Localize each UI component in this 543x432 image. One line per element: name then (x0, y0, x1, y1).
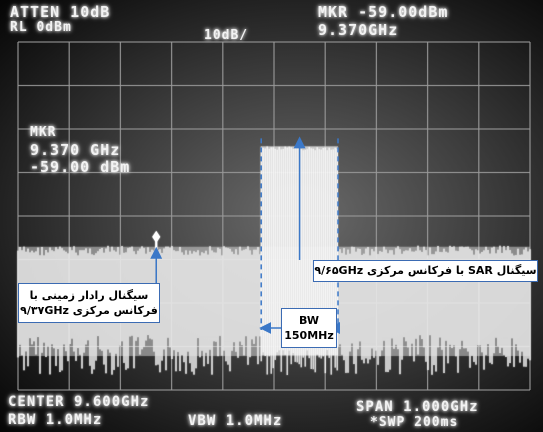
ground-radar-callout: سیگنال رادار زمینی با فرکانس مرکزی ۹/۳۷G… (18, 283, 160, 323)
marker-readout-level: -59.00 dBm (30, 158, 131, 176)
ground-radar-callout-line1: سیگنال رادار زمینی با (29, 289, 149, 302)
bandwidth-callout: BW 150MHz (281, 308, 337, 348)
atten-readout: ATTEN 10dB (10, 3, 111, 21)
vbw-readout: VBW 1.0MHz (188, 413, 283, 429)
marker-readout-freq: 9.370 GHz (30, 141, 121, 159)
ground-radar-callout-line2: فرکانس مرکزی ۹/۳۷GHz (20, 304, 158, 317)
marker-level-readout: MKR -59.00dBm (318, 3, 449, 21)
scale-readout: 10dB/ (204, 28, 249, 43)
bandwidth-callout-line2: 150MHz (284, 329, 334, 342)
marker-diamond (152, 230, 161, 243)
rbw-readout: RBW 1.0MHz (8, 412, 103, 428)
marker-freq-readout: 9.370GHz (318, 21, 399, 39)
bandwidth-callout-line1: BW (299, 314, 319, 327)
span-readout: SPAN 1.000GHz (356, 399, 479, 415)
sar-signal-callout: سیگنال SAR با فرکانس مرکزی ۹/۶۵GHz (313, 260, 538, 282)
ref-level-readout: RL 0dBm (10, 20, 72, 35)
sar-signal-trace (260, 146, 338, 375)
sweep-readout: *SWP 200ms (370, 415, 459, 430)
marker-readout-label: MKR (30, 125, 57, 140)
center-freq-readout: CENTER 9.600GHz (8, 394, 150, 410)
